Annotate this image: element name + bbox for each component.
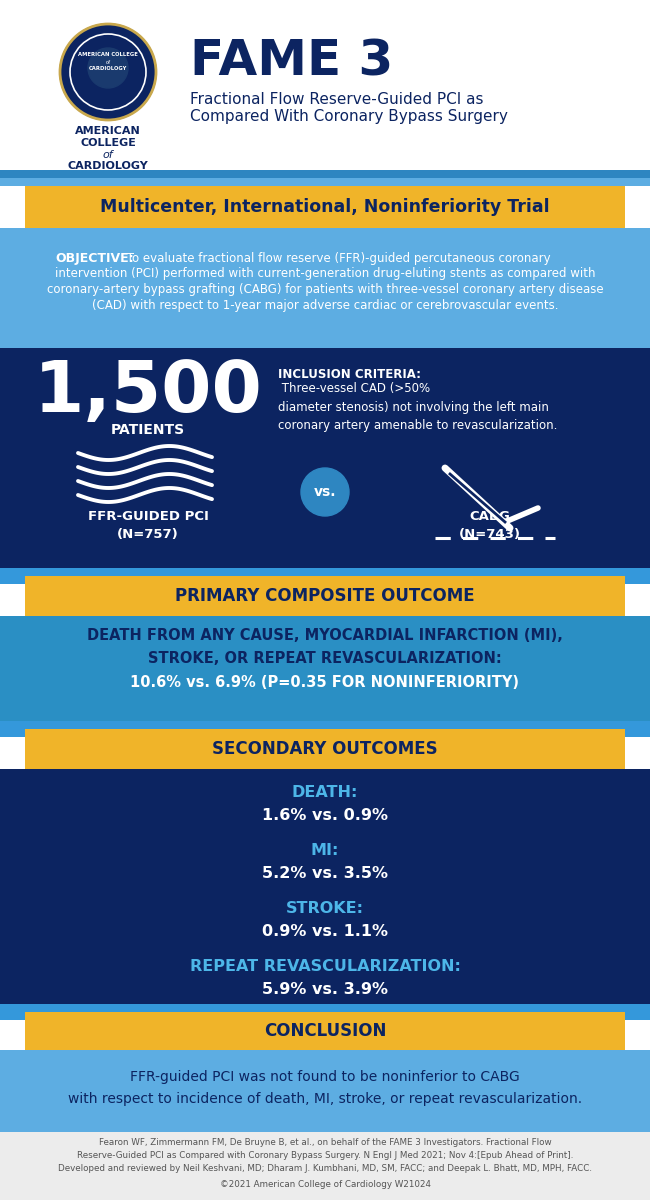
Text: AMERICAN COLLEGE: AMERICAN COLLEGE [78,53,138,58]
Circle shape [88,48,128,88]
Text: INCLUSION CRITERIA:: INCLUSION CRITERIA: [278,368,421,382]
Text: 10.6% vs. 6.9% (P=0.35 FOR NONINFERIORITY): 10.6% vs. 6.9% (P=0.35 FOR NONINFERIORIT… [131,674,519,690]
Bar [0,616,650,721]
Text: DEATH:: DEATH: [292,785,358,800]
Text: FFR-GUIDED PCI
(N=757): FFR-GUIDED PCI (N=757) [88,510,209,541]
Circle shape [60,24,156,120]
Text: 5.2% vs. 3.5%: 5.2% vs. 3.5% [262,866,388,881]
Text: COLLEGE: COLLEGE [80,138,136,148]
Text: Fearon WF, Zimmermann FM, De Bruyne B, et al., on behalf of the FAME 3 Investiga: Fearon WF, Zimmermann FM, De Bruyne B, e… [99,1138,551,1147]
Text: CARDIOLOGY: CARDIOLOGY [68,161,148,170]
Text: Multicenter, International, Noninferiority Trial: Multicenter, International, Noninferiori… [100,198,550,216]
Text: REPEAT REVASCULARIZATION:: REPEAT REVASCULARIZATION: [190,959,460,974]
Text: CONCLUSION: CONCLUSION [264,1022,386,1040]
Text: To evaluate fractional flow reserve (FFR)-guided percutaneous coronary: To evaluate fractional flow reserve (FFR… [123,252,551,265]
Text: PRIMARY COMPOSITE OUTCOME: PRIMARY COMPOSITE OUTCOME [176,587,474,605]
Text: of: of [103,150,113,160]
Circle shape [86,46,130,90]
Bar [0,236,650,348]
Text: PATIENTS: PATIENTS [111,422,185,437]
Text: Reserve-Guided PCI as Compared with Coronary Bypass Surgery. N Engl J Med 2021; : Reserve-Guided PCI as Compared with Coro… [77,1151,573,1160]
Bar [25,576,625,616]
Text: Fractional Flow Reserve-Guided PCI as: Fractional Flow Reserve-Guided PCI as [190,92,484,107]
Text: CARDIOLOGY: CARDIOLOGY [89,66,127,72]
Text: AMERICAN: AMERICAN [75,126,141,136]
Text: 5.9% vs. 3.9%: 5.9% vs. 3.9% [262,982,388,997]
Bar [0,769,650,1004]
Text: 1.6% vs. 0.9%: 1.6% vs. 0.9% [262,808,388,823]
Text: coronary-artery bypass grafting (CABG) for patients with three-vessel coronary a: coronary-artery bypass grafting (CABG) f… [47,283,603,296]
Bar [25,186,625,228]
Bar [25,1012,625,1050]
Text: CABG
(N=743): CABG (N=743) [459,510,521,541]
Text: Developed and reviewed by Neil Keshvani, MD; Dharam J. Kumbhani, MD, SM, FACC; a: Developed and reviewed by Neil Keshvani,… [58,1164,592,1174]
Text: 1,500: 1,500 [34,358,263,427]
Text: OBJECTIVE:: OBJECTIVE: [55,252,134,265]
Text: of: of [105,60,110,65]
Bar [0,0,650,178]
Circle shape [301,468,349,516]
Text: Three-vessel CAD (>50%
diameter stenosis) not involving the left main
coronary a: Three-vessel CAD (>50% diameter stenosis… [278,382,558,432]
Bar [0,178,650,186]
Bar [0,721,650,737]
Text: ©2021 American College of Cardiology W21024: ©2021 American College of Cardiology W21… [220,1180,430,1189]
Text: DEATH FROM ANY CAUSE, MYOCARDIAL INFARCTION (MI),: DEATH FROM ANY CAUSE, MYOCARDIAL INFARCT… [87,628,563,643]
Text: vs.: vs. [314,485,336,499]
Text: (CAD) with respect to 1-year major adverse cardiac or cerebrovascular events.: (CAD) with respect to 1-year major adver… [92,299,558,312]
Text: 0.9% vs. 1.1%: 0.9% vs. 1.1% [262,924,388,938]
Text: STROKE:: STROKE: [286,901,364,916]
Bar [0,348,650,568]
Bar [25,728,625,769]
Text: MI:: MI: [311,842,339,858]
Text: Compared With Coronary Bypass Surgery: Compared With Coronary Bypass Surgery [190,109,508,124]
Bar [0,1004,650,1020]
Text: STROKE, OR REPEAT REVASCULARIZATION:: STROKE, OR REPEAT REVASCULARIZATION: [148,650,502,666]
Text: SECONDARY OUTCOMES: SECONDARY OUTCOMES [212,740,438,758]
Bar [0,1050,650,1132]
Bar [0,568,650,584]
Text: FAME 3: FAME 3 [190,38,393,86]
Text: intervention (PCI) performed with current-generation drug-eluting stents as comp: intervention (PCI) performed with curren… [55,266,595,280]
Text: FFR-guided PCI was not found to be noninferior to CABG
with respect to incidence: FFR-guided PCI was not found to be nonin… [68,1070,582,1105]
Bar [0,1132,650,1200]
Bar [0,170,650,178]
Bar [0,228,650,236]
